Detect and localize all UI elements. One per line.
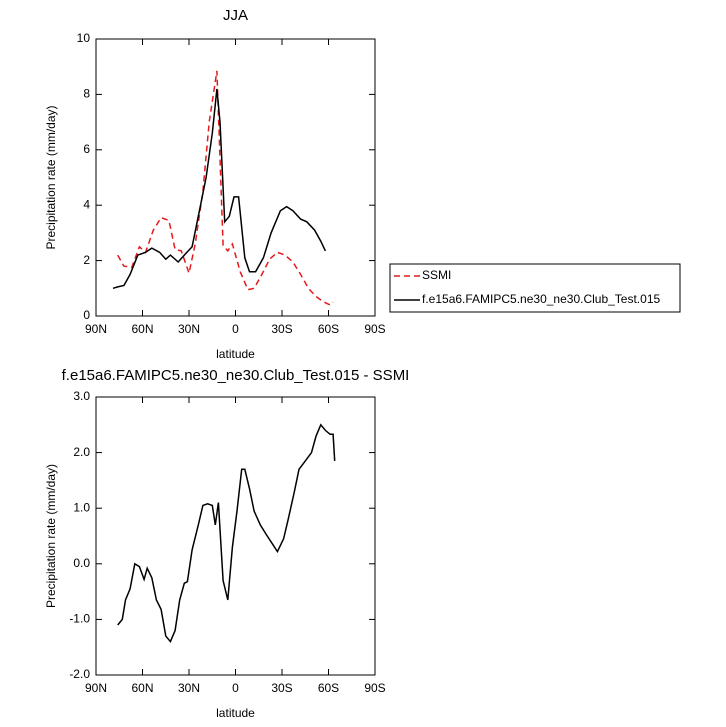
y-tick-label: 0.0 [73,556,90,570]
x-tick-label: 60N [131,681,153,695]
series-line [112,88,327,290]
y-tick-label: 2 [83,253,90,267]
y-tick-label: 10 [77,31,91,45]
y-tick-label: -1.0 [69,612,90,626]
chart-title: f.e15a6.FAMIPC5.ne30_ne30.Club_Test.015 … [62,367,410,384]
chart-title: JJA [223,7,248,24]
x-axis-label: latitude [216,706,255,720]
x-tick-label: 90N [85,681,107,695]
series-line [117,423,336,644]
y-tick-label: 2.0 [73,445,90,459]
x-tick-label: 30N [178,322,200,336]
x-tick-label: 30N [178,681,200,695]
y-tick-label: 3.0 [73,389,90,403]
x-tick-label: 60N [131,322,153,336]
x-axis-label: latitude [216,347,255,361]
x-tick-label: 60S [318,322,339,336]
y-tick-label: 6 [83,142,90,156]
x-tick-label: 90N [85,322,107,336]
x-tick-label: 0 [232,322,239,336]
x-tick-label: 30S [271,681,292,695]
y-tick-label: 0 [83,308,90,322]
x-tick-label: 30S [271,322,292,336]
legend-label: SSMI [422,268,451,282]
y-axis-label: Precipitation rate (mm/day) [44,105,58,249]
legend-label: f.e15a6.FAMIPC5.ne30_ne30.Club_Test.015 [422,292,660,306]
x-tick-label: 60S [318,681,339,695]
y-tick-label: 1.0 [73,500,90,514]
series-line [117,70,334,306]
legend-box [389,263,681,313]
plot-frame [95,38,376,317]
x-tick-label: 0 [232,681,239,695]
y-tick-label: -2.0 [69,667,90,681]
x-tick-label: 90S [364,681,385,695]
y-tick-label: 8 [83,87,90,101]
y-tick-label: 4 [83,197,90,211]
y-axis-label: Precipitation rate (mm/day) [44,464,58,608]
x-tick-label: 90S [364,322,385,336]
